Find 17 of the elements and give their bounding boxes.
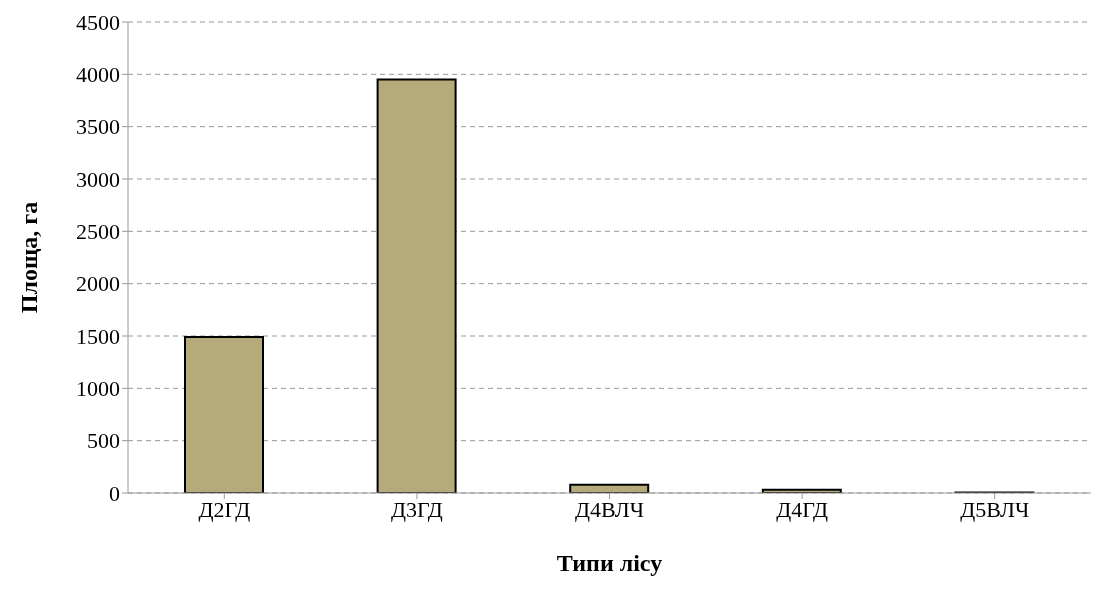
x-axis-title: Типи лісу [556,550,663,576]
y-tick-label: 3000 [76,166,120,192]
y-tick-label: 4000 [76,62,120,88]
y-tick-label: 2500 [76,219,120,245]
y-tick-label: 1000 [76,376,120,402]
x-tick-label: Д2ГД [198,496,251,522]
y-axis-title: Площа, га [15,201,42,314]
y-tick-label: 2000 [76,271,120,297]
x-tick-label: Д5ВЛЧ [960,496,1030,522]
y-tick-label: 500 [87,428,120,454]
y-tick-label: 1500 [76,323,120,349]
x-tick-label: Д3ГД [390,496,443,522]
x-tick-label: Д4ВЛЧ [574,496,645,522]
y-tick-label: 0 [109,480,120,506]
x-tick-label: Д4ГД [776,496,829,522]
y-tick-label: 4500 [76,9,120,35]
y-tick-label: 3500 [76,114,120,140]
